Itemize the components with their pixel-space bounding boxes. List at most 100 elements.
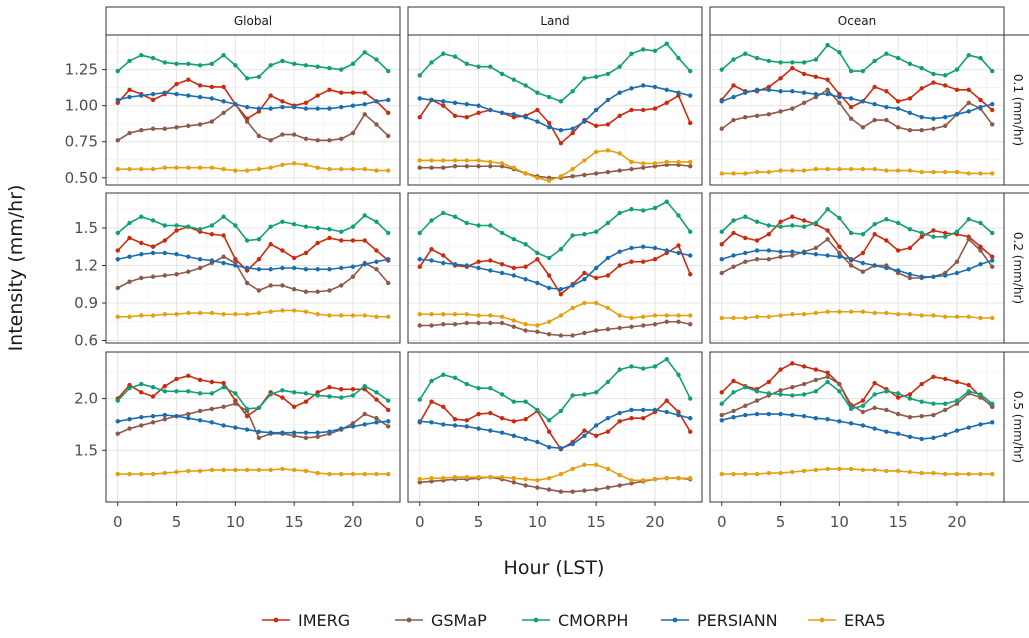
data-point-era5 — [115, 166, 120, 172]
data-point-cmorph — [919, 230, 924, 236]
data-point-cmorph — [535, 90, 540, 95]
data-point-gsmap — [327, 138, 332, 143]
data-point-cmorph — [570, 89, 575, 94]
panel-border — [407, 351, 703, 503]
data-point-persiann — [150, 413, 156, 419]
data-point-imerg — [339, 90, 344, 95]
data-point-gsmap — [593, 487, 599, 492]
data-point-era5 — [778, 168, 783, 173]
data-point-gsmap — [535, 485, 540, 490]
data-point-era5 — [476, 158, 481, 163]
data-point-persiann — [978, 262, 983, 267]
data-point-cmorph — [558, 247, 564, 252]
data-point-imerg — [617, 419, 622, 424]
data-point-cmorph — [476, 223, 481, 228]
data-point-persiann — [476, 426, 481, 431]
data-point-imerg — [174, 376, 179, 382]
data-point-cmorph — [884, 51, 889, 56]
data-point-cmorph — [327, 394, 332, 399]
data-point-imerg — [801, 218, 807, 223]
data-point-gsmap — [605, 485, 611, 490]
panel-border — [709, 351, 1005, 503]
panel-border — [407, 34, 703, 186]
data-point-persiann — [593, 265, 599, 271]
data-point-persiann — [523, 277, 528, 282]
data-point-era5 — [931, 169, 936, 175]
data-point-gsmap — [417, 165, 422, 170]
data-point-gsmap — [244, 280, 250, 286]
data-point-persiann — [115, 419, 120, 424]
panel-r0-c1 — [407, 34, 703, 186]
data-point-era5 — [860, 467, 866, 473]
data-point-cmorph — [350, 393, 356, 398]
data-point-era5 — [978, 315, 983, 321]
data-point-persiann — [872, 102, 877, 107]
data-point-imerg — [546, 120, 552, 126]
data-point-gsmap — [664, 319, 669, 324]
data-point-era5 — [813, 166, 819, 172]
data-point-era5 — [825, 309, 830, 314]
data-point-gsmap — [127, 279, 132, 284]
data-point-gsmap — [978, 395, 983, 400]
data-point-cmorph — [978, 220, 983, 226]
data-point-era5 — [127, 314, 132, 319]
data-point-persiann — [268, 430, 273, 435]
data-point-persiann — [605, 416, 611, 421]
data-point-cmorph — [593, 229, 599, 234]
data-point-persiann — [919, 436, 924, 442]
data-point-imerg — [197, 83, 203, 88]
data-point-imerg — [546, 273, 552, 278]
data-point-imerg — [593, 123, 599, 129]
data-point-persiann — [848, 257, 854, 262]
data-point-cmorph — [139, 52, 144, 58]
data-point-cmorph — [339, 395, 344, 400]
data-point-era5 — [523, 477, 528, 482]
data-point-cmorph — [350, 61, 356, 67]
data-point-era5 — [327, 166, 332, 172]
data-point-imerg — [919, 86, 924, 91]
data-point-persiann — [954, 112, 960, 117]
data-point-persiann — [778, 249, 783, 254]
data-point-cmorph — [209, 391, 215, 396]
data-point-era5 — [605, 466, 611, 472]
data-point-imerg — [233, 398, 238, 403]
data-point-cmorph — [676, 213, 681, 218]
data-point-gsmap — [688, 322, 693, 327]
data-point-persiann — [593, 107, 599, 113]
data-point-persiann — [688, 93, 693, 98]
data-point-era5 — [688, 313, 693, 318]
x-tick-label: 15 — [889, 513, 908, 531]
data-point-era5 — [641, 161, 646, 166]
data-point-gsmap — [766, 257, 771, 262]
data-point-cmorph — [452, 375, 458, 381]
data-point-gsmap — [558, 333, 564, 338]
data-point-persiann — [429, 97, 434, 103]
strip-label-col-1: Land — [540, 14, 569, 28]
data-point-era5 — [766, 314, 771, 319]
data-point-cmorph — [115, 68, 120, 74]
data-point-cmorph — [872, 392, 877, 397]
data-point-cmorph — [848, 68, 854, 74]
data-point-era5 — [872, 166, 877, 172]
data-point-era5 — [652, 313, 658, 318]
data-point-gsmap — [315, 434, 320, 440]
data-point-persiann — [546, 285, 552, 291]
data-point-persiann — [303, 267, 309, 272]
data-point-imerg — [719, 390, 724, 395]
data-point-persiann — [605, 97, 611, 103]
data-point-imerg — [291, 255, 297, 261]
data-point-cmorph — [778, 224, 783, 229]
data-point-cmorph — [731, 390, 736, 395]
data-point-gsmap — [233, 401, 238, 406]
data-point-persiann — [895, 268, 901, 273]
data-point-persiann — [386, 257, 391, 262]
data-point-persiann — [558, 127, 564, 133]
data-point-cmorph — [990, 68, 995, 74]
data-point-persiann — [931, 274, 936, 279]
data-point-era5 — [221, 312, 226, 317]
data-point-era5 — [617, 151, 622, 156]
x-tick-label: 5 — [474, 513, 484, 531]
data-point-cmorph — [499, 71, 505, 77]
data-point-cmorph — [535, 250, 540, 256]
data-point-gsmap — [990, 264, 995, 269]
